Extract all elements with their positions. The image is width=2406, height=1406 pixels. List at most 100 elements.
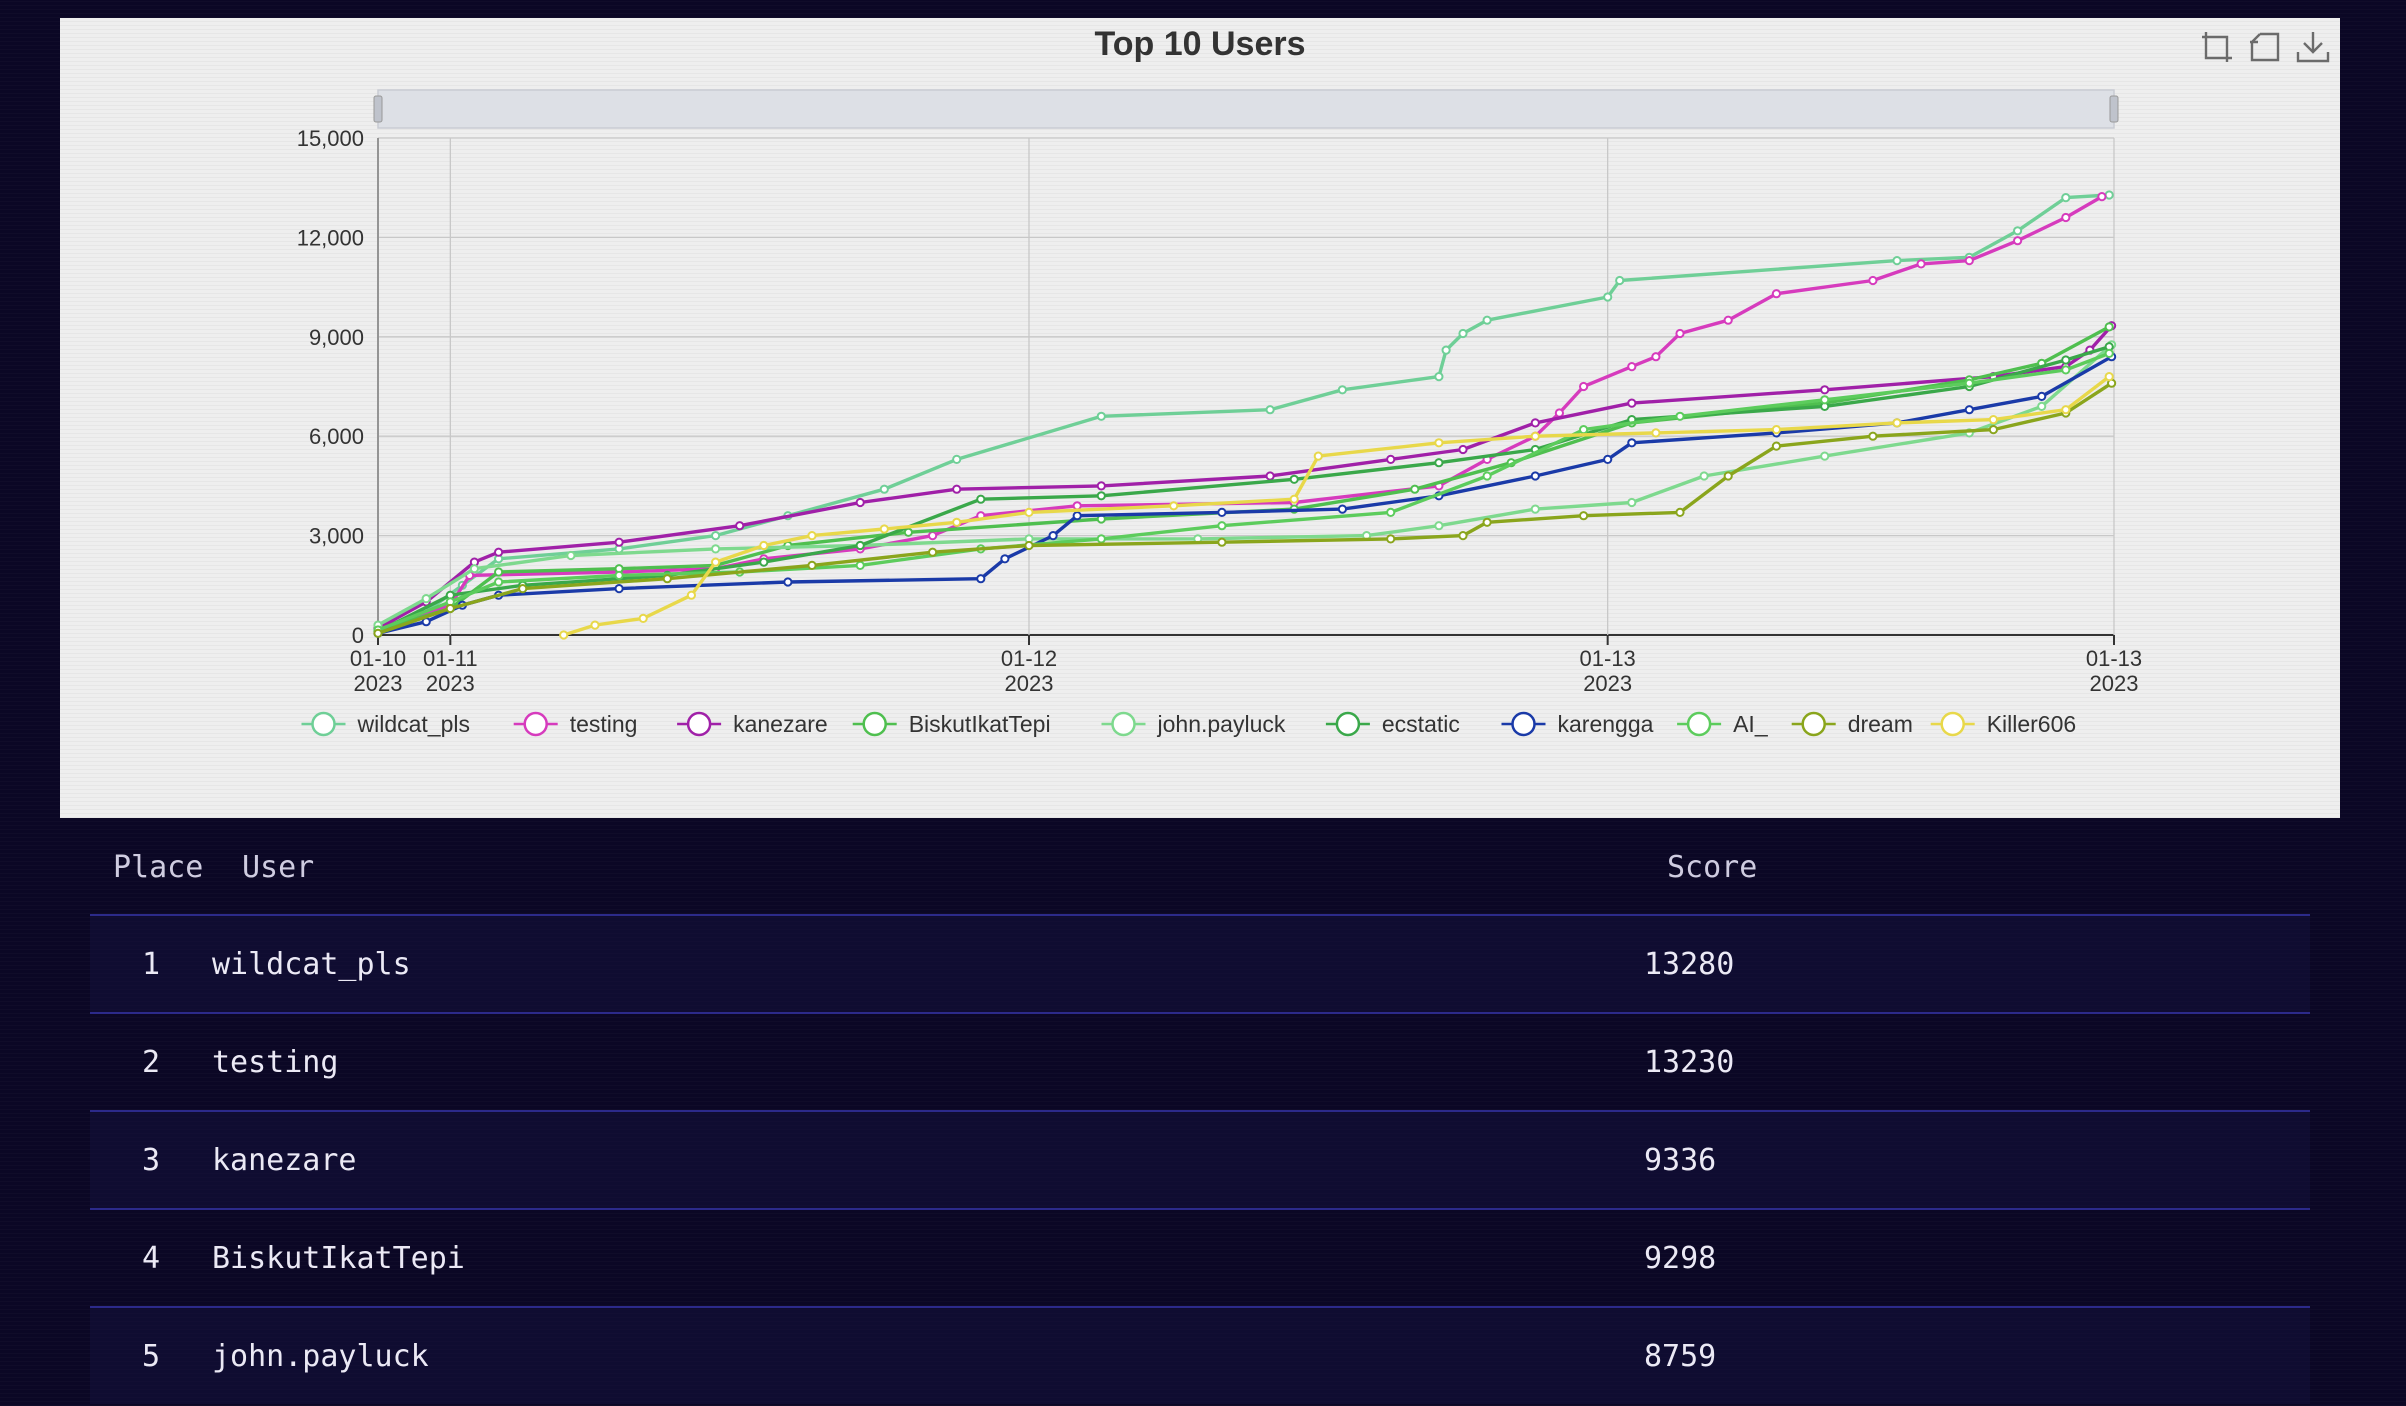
table-row: 5 john.payluck 8759 bbox=[90, 1306, 2310, 1404]
row-user: john.payluck bbox=[212, 1338, 429, 1374]
data-point bbox=[1530, 471, 1540, 481]
x-tick-label: 01-11 bbox=[423, 646, 478, 671]
data-point bbox=[1313, 451, 1323, 461]
data-point bbox=[494, 547, 504, 557]
data-point bbox=[1386, 534, 1396, 544]
restore-icon[interactable] bbox=[2246, 28, 2284, 66]
data-point bbox=[1530, 418, 1540, 428]
data-point bbox=[1458, 444, 1468, 455]
data-point bbox=[494, 577, 504, 587]
data-point bbox=[1916, 259, 1926, 269]
data-point bbox=[1217, 537, 1227, 547]
data-point bbox=[807, 560, 817, 571]
data-point bbox=[1723, 315, 1733, 325]
download-icon[interactable] bbox=[2294, 28, 2332, 66]
y-tick-label: 9,000 bbox=[309, 325, 364, 350]
legend-label: kanezare bbox=[733, 711, 828, 737]
header-score: Score bbox=[1667, 849, 1758, 885]
data-zoom-slider[interactable] bbox=[373, 89, 2119, 129]
legend-label: john.payluck bbox=[1157, 711, 1286, 737]
data-point bbox=[711, 557, 721, 567]
data-point bbox=[1265, 405, 1275, 415]
legend-label: BiskutIkatTepi bbox=[909, 711, 1051, 737]
data-point bbox=[1482, 471, 1492, 481]
legend-label: AI_ bbox=[1733, 711, 1769, 737]
data-point bbox=[1024, 507, 1034, 517]
series-dream bbox=[373, 378, 2117, 638]
data-point bbox=[1096, 411, 1106, 421]
y-tick-label: 12,000 bbox=[297, 225, 364, 250]
leaderboard-table: Place User Score 1 wildcat_pls 13280 2 t… bbox=[90, 820, 2310, 1404]
zoom-handle-right bbox=[2109, 95, 2119, 123]
data-point bbox=[1627, 438, 1637, 448]
x-tick-year: 2023 bbox=[1583, 671, 1632, 696]
data-point bbox=[1289, 474, 1299, 484]
legend-item[interactable]: wildcat_pls bbox=[301, 711, 471, 737]
legend-item[interactable]: Killer606 bbox=[1930, 711, 2077, 737]
data-point bbox=[1820, 451, 1830, 461]
legend-item[interactable]: BiskutIkatTepi bbox=[852, 711, 1051, 737]
data-point bbox=[1723, 471, 1733, 481]
legend-marker bbox=[311, 711, 336, 737]
x-tick-year: 2023 bbox=[1005, 671, 1054, 696]
table-body: 1 wildcat_pls 13280 2 testing 13230 3 ka… bbox=[90, 914, 2310, 1404]
row-user: testing bbox=[212, 1044, 339, 1080]
data-point bbox=[928, 547, 938, 557]
legend-item[interactable]: karengga bbox=[1501, 711, 1654, 737]
row-score: 13230 bbox=[1644, 1044, 1735, 1080]
zoom-handle-left bbox=[373, 95, 383, 123]
data-point bbox=[879, 524, 889, 534]
data-point bbox=[1386, 507, 1396, 517]
data-point bbox=[2104, 372, 2114, 382]
data-point bbox=[1868, 431, 1878, 441]
series-line bbox=[377, 381, 2113, 635]
data-point bbox=[2013, 226, 2023, 236]
legend-item[interactable]: ecstatic bbox=[1325, 711, 1460, 737]
legend-label: dream bbox=[1848, 711, 1913, 737]
data-point bbox=[711, 531, 721, 541]
row-place: 1 bbox=[141, 946, 161, 982]
data-point bbox=[1337, 504, 1348, 514]
data-point bbox=[1892, 256, 1902, 266]
legend-marker bbox=[1511, 711, 1536, 737]
data-point bbox=[590, 620, 600, 630]
row-place: 3 bbox=[141, 1142, 161, 1178]
data-point bbox=[928, 531, 938, 541]
top-users-chart: Top 10 Users 0 3,000 6,000 9,000 12,000 15,000… bbox=[60, 18, 2340, 818]
zoom-icon[interactable] bbox=[2198, 28, 2236, 66]
data-point bbox=[1265, 471, 1275, 481]
legend-item[interactable]: AI_ bbox=[1677, 711, 1769, 737]
data-point bbox=[1458, 531, 1468, 541]
legend-item[interactable]: john.payluck bbox=[1101, 711, 1286, 737]
data-point bbox=[735, 521, 745, 531]
data-point bbox=[1615, 275, 1625, 286]
data-point bbox=[1675, 507, 1685, 517]
data-point bbox=[2037, 391, 2047, 401]
data-point bbox=[2104, 348, 2114, 358]
y-tick-label: 6,000 bbox=[309, 424, 364, 449]
data-point bbox=[1627, 398, 1637, 408]
data-point bbox=[614, 537, 624, 547]
data-point bbox=[1048, 531, 1058, 541]
legend-item[interactable]: testing bbox=[513, 711, 638, 737]
data-point bbox=[518, 584, 528, 594]
data-point bbox=[1434, 458, 1444, 468]
legend-label: Killer606 bbox=[1987, 711, 2077, 737]
chart-legend: wildcat_pls testing kanezare BiskutIkatTepi… bbox=[301, 711, 2077, 737]
data-point bbox=[976, 494, 986, 504]
legend-marker bbox=[1801, 711, 1826, 737]
series-line bbox=[377, 324, 2113, 630]
data-point bbox=[1434, 372, 1444, 382]
table-row: 2 testing 13230 bbox=[90, 1012, 2310, 1110]
legend-item[interactable]: kanezare bbox=[677, 711, 828, 737]
x-tick-year: 2023 bbox=[426, 671, 475, 696]
data-point bbox=[2104, 322, 2114, 332]
legend-item[interactable]: dream bbox=[1791, 711, 1913, 737]
legend-marker bbox=[1111, 711, 1136, 737]
x-tick-label: 01-12 bbox=[1001, 646, 1057, 671]
row-score: 13280 bbox=[1644, 946, 1735, 982]
row-score: 9336 bbox=[1644, 1142, 1717, 1178]
data-point bbox=[1434, 521, 1444, 531]
data-point bbox=[2104, 190, 2114, 200]
row-score: 8759 bbox=[1644, 1338, 1717, 1374]
